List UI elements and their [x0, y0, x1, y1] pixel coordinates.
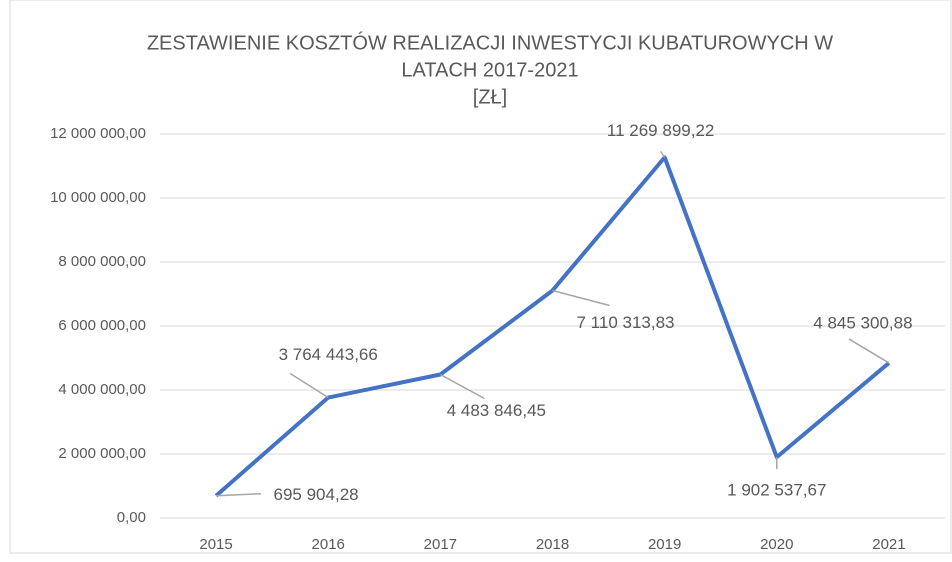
x-tick-label: 2018 — [536, 536, 569, 553]
data-label: 4 845 300,88 — [813, 313, 912, 332]
leader-line — [439, 373, 485, 400]
data-label: 695 904,28 — [274, 485, 359, 504]
x-tick-label: 2017 — [424, 536, 457, 553]
data-label: 7 110 313,83 — [577, 313, 675, 332]
data-label: 4 483 846,45 — [447, 401, 546, 420]
data-label: 11 269 899,22 — [607, 121, 714, 140]
leader-line — [660, 150, 666, 158]
leader-line — [552, 289, 610, 307]
chart-title: ZESTAWIENIE KOSZTÓW REALIZACJI INWESTYCJ… — [147, 31, 833, 54]
data-label: 1 902 537,67 — [727, 481, 826, 500]
x-tick-label: 2021 — [872, 536, 905, 553]
y-tick-label: 10 000 000,00 — [50, 189, 146, 206]
x-tick-label: 2019 — [648, 536, 681, 553]
data-label: 3 764 443,66 — [279, 345, 378, 364]
y-tick-label: 4 000 000,00 — [58, 381, 146, 398]
chart-title: [ZŁ] — [473, 86, 507, 108]
y-tick-label: 2 000 000,00 — [58, 445, 146, 462]
leader-line — [216, 492, 262, 497]
y-tick-label: 8 000 000,00 — [58, 253, 146, 270]
y-tick-label: 0,00 — [117, 509, 146, 526]
y-tick-label: 6 000 000,00 — [58, 317, 146, 334]
x-tick-label: 2020 — [760, 536, 793, 553]
chart-title: LATACH 2017-2021 — [401, 59, 578, 81]
leader-line — [289, 372, 329, 399]
x-tick-label: 2015 — [199, 536, 232, 553]
y-tick-label: 12 000 000,00 — [50, 125, 146, 142]
x-tick-label: 2016 — [312, 536, 345, 553]
chart-frame — [9, 0, 952, 554]
leader-line — [848, 338, 890, 364]
